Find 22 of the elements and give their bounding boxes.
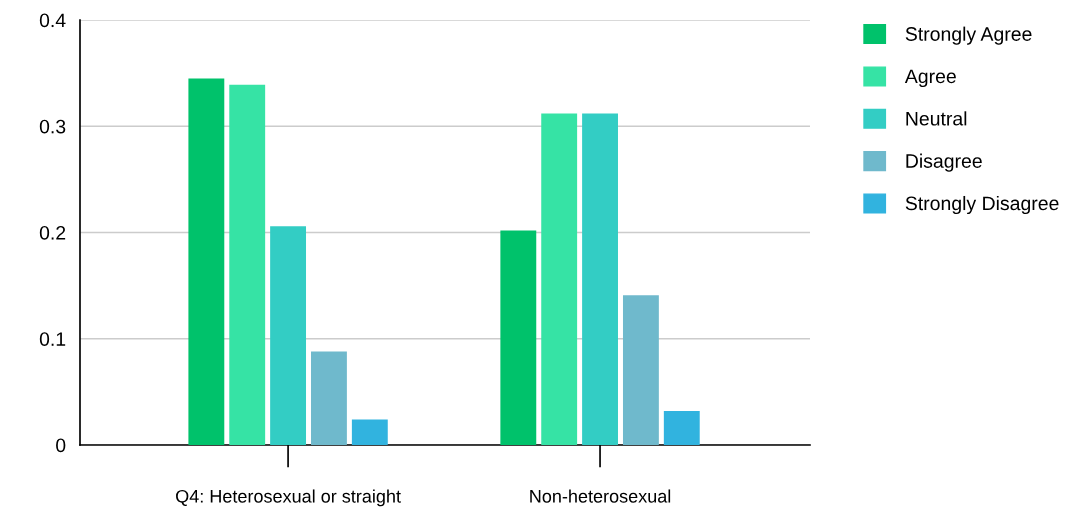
legend-label: Disagree [906, 153, 982, 172]
x-tick-label: Non-heterosexual [530, 489, 671, 503]
bar [622, 295, 659, 445]
bar [311, 351, 347, 445]
legend-label: Agree [904, 69, 956, 88]
y-tick-label: 0.3 [39, 119, 66, 134]
legend-label: Neutral [906, 111, 967, 126]
bar [188, 78, 225, 445]
x-tick-label: Q4: Heterosexual or straight [176, 489, 401, 507]
bar [500, 230, 537, 445]
bar [582, 113, 618, 445]
y-tick-label: 0 [56, 438, 66, 453]
legend-label: Strongly Disagree [905, 195, 1059, 215]
bar [229, 84, 266, 445]
bar [270, 226, 307, 445]
y-tick-label: 0.4 [39, 13, 66, 28]
bar [351, 419, 388, 445]
legend-label: Strongly Agree [905, 26, 1032, 45]
y-tick-label: 0.1 [39, 332, 66, 346]
y-tick-label: 0.2 [39, 225, 66, 240]
bar [541, 113, 578, 445]
bar [663, 411, 700, 445]
